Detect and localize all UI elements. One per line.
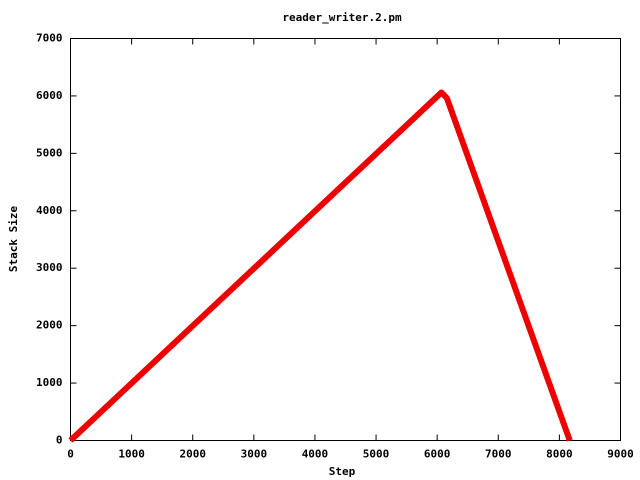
y-axis-label: Stack Size	[7, 206, 20, 273]
x-tick-label: 5000	[363, 448, 390, 461]
x-axis-label: Step	[329, 465, 356, 478]
x-tick-label: 9000	[607, 448, 634, 461]
x-tick-label: 1000	[118, 448, 145, 461]
x-tick-label: 7000	[485, 448, 512, 461]
y-tick-label: 6000	[36, 89, 63, 102]
y-tick-label: 0	[56, 434, 63, 447]
x-tick-label: 4000	[302, 448, 329, 461]
y-tick-label: 3000	[36, 261, 63, 274]
x-tick-label: 8000	[546, 448, 573, 461]
data-line	[68, 89, 573, 443]
x-tick-label: 3000	[241, 448, 268, 461]
plot-frame	[70, 38, 621, 441]
y-tick-label: 4000	[36, 204, 63, 217]
chart-title: reader_writer.2.pm	[282, 11, 402, 24]
x-tick-label: 6000	[424, 448, 451, 461]
x-tick-label: 0	[67, 448, 74, 461]
y-tick-label: 7000	[36, 32, 63, 45]
y-tick-label: 1000	[36, 376, 63, 389]
y-tick-label: 2000	[36, 319, 63, 332]
y-tick-label: 5000	[36, 146, 63, 159]
x-tick-label: 2000	[179, 448, 206, 461]
